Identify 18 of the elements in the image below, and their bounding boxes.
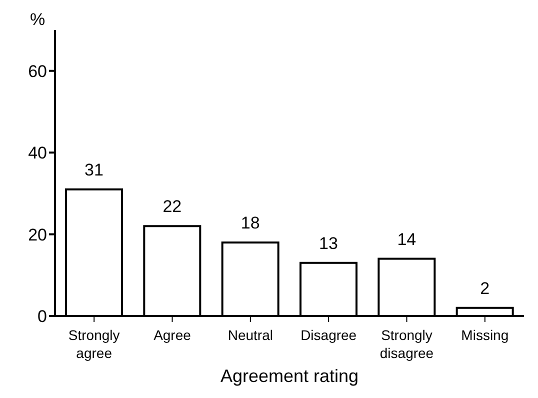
data-label: 14 [397,230,416,249]
x-tick-label: Strongly agree [68,326,120,361]
y-tick-label: 60 [28,62,47,81]
x-axis-title: Agreement rating [220,366,359,386]
data-label: 13 [319,234,338,253]
x-tick-label: Missing [461,326,509,343]
y-tick-label: 20 [28,225,47,244]
y-axis-title: % [30,10,46,30]
x-tick-label: Agree [154,326,192,343]
y-tick-label: 40 [28,144,47,163]
data-label: 22 [162,197,182,216]
x-tick-label: Strongly disagree [380,326,434,361]
data-label: 31 [84,160,104,180]
x-tick-label: Neutral [228,326,273,343]
data-label: 18 [240,213,260,232]
x-tick-label: Disagree [300,326,357,343]
y-tick-label: 0 [38,307,47,326]
data-label: 2 [480,278,490,298]
